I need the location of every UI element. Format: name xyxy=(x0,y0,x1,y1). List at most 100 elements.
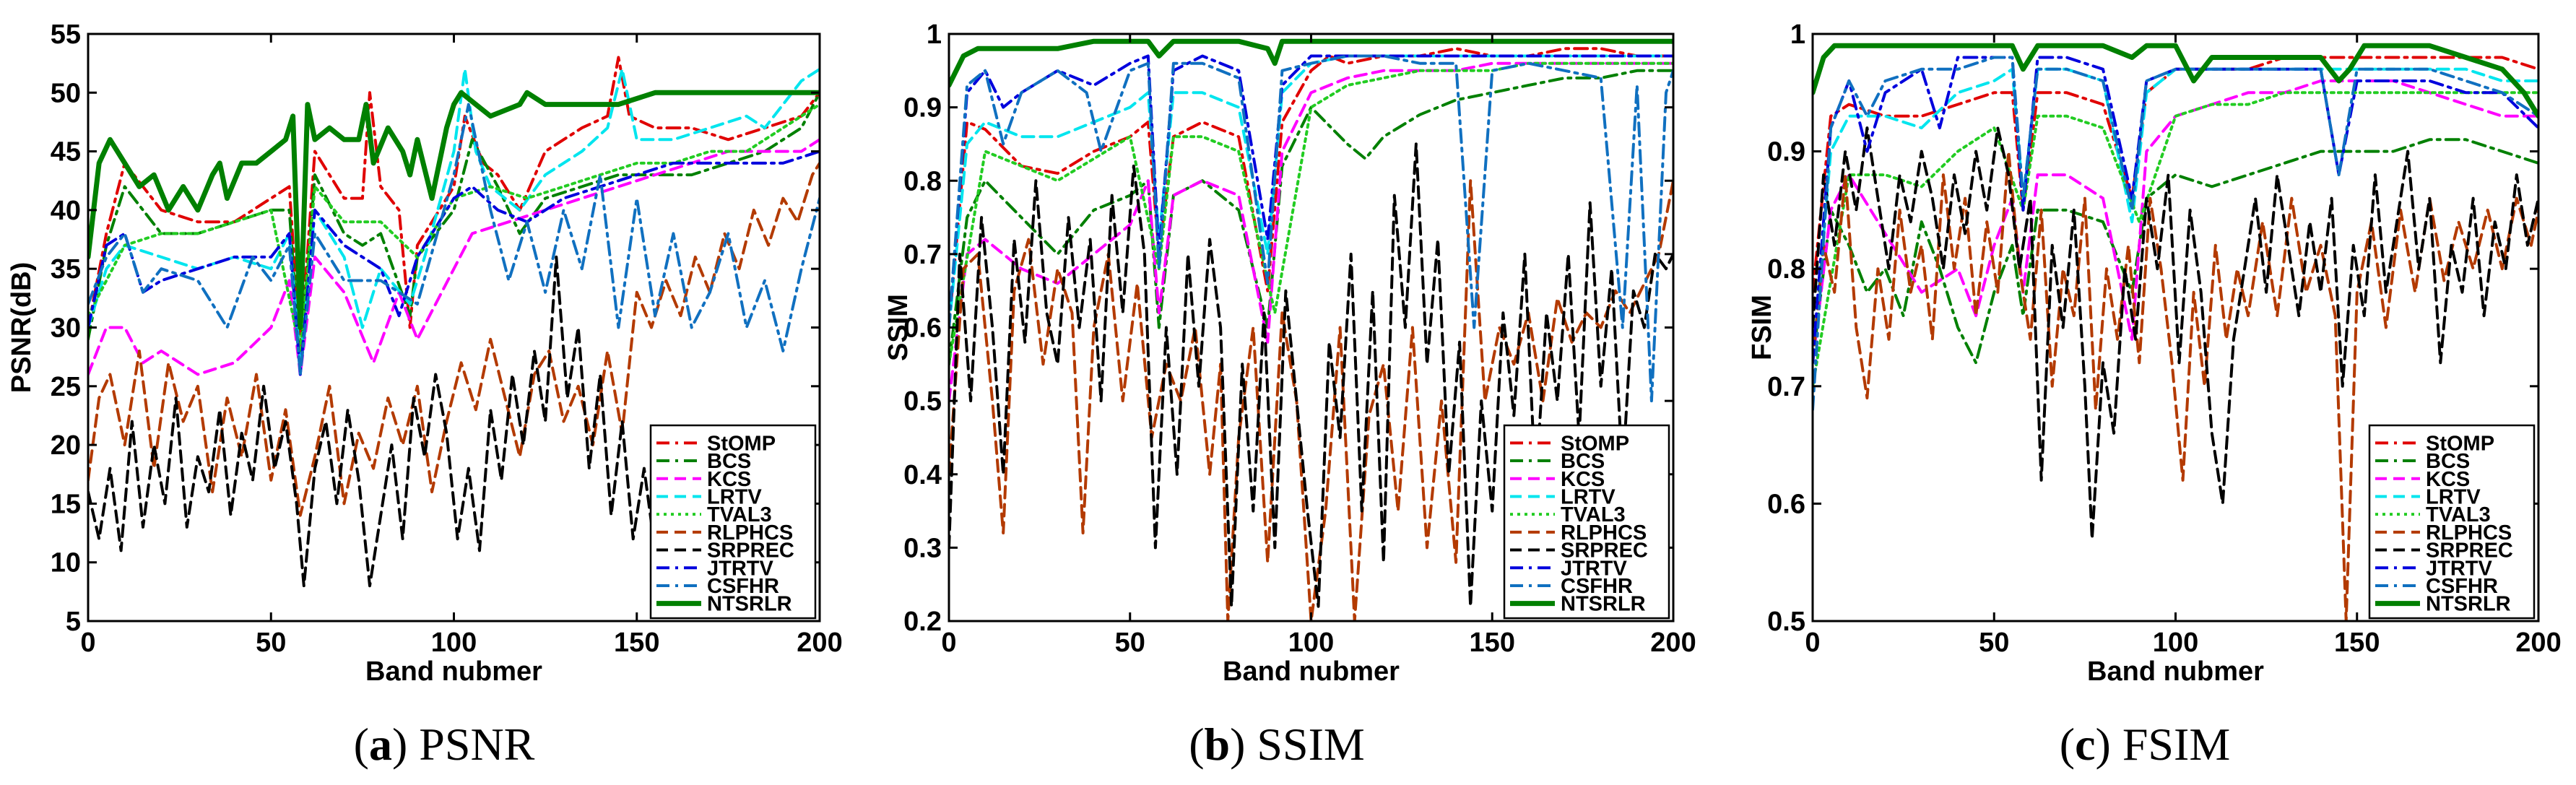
y-tick-label: 55 xyxy=(51,19,81,50)
x-tick-label: 50 xyxy=(1115,628,1145,658)
legend-label-stomp: StOMP xyxy=(707,432,776,455)
caption-open-paren: ( xyxy=(1189,719,1204,770)
caption-letter: a xyxy=(369,719,392,770)
y-axis-label: PSNR(dB) xyxy=(6,262,37,394)
caption-letter: b xyxy=(1205,719,1231,770)
legend-label-jtrtv: JTRTV xyxy=(1561,557,1628,580)
legend-label-ntsrlr: NTSRLR xyxy=(707,593,792,616)
y-tick-label: 0.8 xyxy=(903,166,942,196)
series-line-csfhr xyxy=(88,103,820,376)
series-line-tval3 xyxy=(88,103,820,352)
legend-label-rlphcs: RLPHCS xyxy=(707,521,793,545)
legend-label-ntsrlr: NTSRLR xyxy=(2426,593,2511,616)
y-tick-label: 15 xyxy=(51,489,81,519)
y-tick-label: 40 xyxy=(51,196,81,226)
series-line-srprec xyxy=(1813,126,2538,541)
x-tick-label: 0 xyxy=(80,628,95,658)
series-line-rlphcs xyxy=(88,161,820,517)
chart-panel-psnr: 0 50 100 150 200 5 10 15 20 25 30 35 40 45 50 55 Band nu… xyxy=(6,19,843,770)
y-tick-label: 0.3 xyxy=(903,533,942,563)
legend: StOMPBCSKCSLRTVTVAL3RLPHCSSRPRECJTRTVCSF… xyxy=(2368,424,2536,620)
caption-close-paren: ) xyxy=(1230,719,1257,770)
series-line-bcs xyxy=(1813,138,2538,365)
y-tick-label: 0.9 xyxy=(1767,137,1805,168)
legend-label-lrtv: LRTV xyxy=(1561,485,1616,508)
caption-letter: c xyxy=(2075,719,2095,770)
legend-label-stomp: StOMP xyxy=(2426,432,2494,455)
x-tick-label: 100 xyxy=(1288,628,1334,658)
series-line-ntsrlr xyxy=(88,90,820,330)
legend-label-jtrtv: JTRTV xyxy=(2426,557,2493,580)
legend-label-rlphcs: RLPHCS xyxy=(2426,521,2512,545)
y-tick-label: 0.5 xyxy=(1767,607,1805,637)
y-tick-label: 0.7 xyxy=(903,240,942,270)
legend-label-tval3: TVAL3 xyxy=(707,503,772,526)
series-line-tval3 xyxy=(949,61,1673,366)
y-tick-label: 25 xyxy=(51,372,81,402)
caption-metric: SSIM xyxy=(1257,719,1364,770)
series-line-ntsrlr xyxy=(1813,43,2538,119)
y-tick-label: 1 xyxy=(1790,19,1805,50)
x-tick-label: 100 xyxy=(431,628,477,658)
caption-close-paren: ) xyxy=(2096,719,2122,770)
y-tick-label: 0.7 xyxy=(1767,372,1805,402)
legend-label-srprec: SRPREC xyxy=(2426,539,2513,563)
series-group xyxy=(88,56,820,588)
series-line-jtrtv xyxy=(88,149,820,376)
y-tick-label: 0.9 xyxy=(903,93,942,123)
legend-label-stomp: StOMP xyxy=(1561,432,1629,455)
series-line-jtrtv xyxy=(1813,56,2538,365)
x-tick-label: 200 xyxy=(2515,628,2561,658)
x-tick-label: 150 xyxy=(1470,628,1515,658)
legend-label-tval3: TVAL3 xyxy=(1561,503,1626,526)
series-line-tval3 xyxy=(1813,91,2538,388)
x-tick-label: 0 xyxy=(941,628,956,658)
y-tick-label: 50 xyxy=(51,78,81,108)
caption-open-paren: ( xyxy=(2060,719,2075,770)
legend-label-jtrtv: JTRTV xyxy=(707,557,774,580)
x-axis-label: Band nubmer xyxy=(1223,656,1400,687)
y-tick-label: 30 xyxy=(51,313,81,344)
y-tick-label: 5 xyxy=(66,607,81,637)
y-axis-label: FSIM xyxy=(1747,295,1777,360)
legend-label-kcs: KCS xyxy=(1561,468,1605,491)
y-tick-label: 0.8 xyxy=(1767,254,1805,285)
legend-label-tval3: TVAL3 xyxy=(2426,503,2491,526)
legend-label-kcs: KCS xyxy=(707,468,751,491)
x-axis-label: Band nubmer xyxy=(365,656,542,687)
legend-label-lrtv: LRTV xyxy=(707,485,762,508)
y-tick-label: 0.4 xyxy=(903,460,942,490)
series-line-stomp xyxy=(88,56,820,352)
x-tick-label: 0 xyxy=(1805,628,1820,658)
x-tick-label: 150 xyxy=(2334,628,2380,658)
y-tick-label: 20 xyxy=(51,430,81,461)
x-tick-label: 50 xyxy=(1979,628,2009,658)
subfigure-caption: (a) PSNR xyxy=(354,719,535,770)
y-tick-label: 0.6 xyxy=(1767,489,1805,519)
y-tick-label: 0.5 xyxy=(903,386,942,417)
x-tick-label: 200 xyxy=(797,628,842,658)
caption-open-paren: ( xyxy=(354,719,369,770)
y-tick-label: 10 xyxy=(51,548,81,578)
x-tick-label: 100 xyxy=(2153,628,2198,658)
x-tick-label: 50 xyxy=(256,628,286,658)
chart-panel-ssim: 0 50 100 150 200 0.2 0.3 0.4 0.5 0.6 0.7 0.8 0.9 1 Ban… xyxy=(883,19,1696,770)
legend-label-rlphcs: RLPHCS xyxy=(1561,521,1647,545)
legend-label-ntsrlr: NTSRLR xyxy=(1561,593,1646,616)
legend-label-bcs: BCS xyxy=(2426,450,2470,473)
series-group xyxy=(1813,43,2538,621)
y-tick-label: 0.2 xyxy=(903,607,942,637)
series-line-ntsrlr xyxy=(949,38,1673,88)
caption-metric: FSIM xyxy=(2122,719,2230,770)
y-tick-label: 0.6 xyxy=(903,313,942,344)
subfigure-caption: (b) SSIM xyxy=(1189,719,1365,770)
series-line-lrtv xyxy=(88,67,820,365)
legend-label-lrtv: LRTV xyxy=(2426,485,2481,508)
legend-label-kcs: KCS xyxy=(2426,468,2470,491)
y-tick-label: 45 xyxy=(51,137,81,168)
subfigure-caption: (c) FSIM xyxy=(2060,719,2230,770)
legend-label-csfhr: CSFHR xyxy=(1561,575,1633,598)
legend-label-csfhr: CSFHR xyxy=(707,575,779,598)
legend-label-bcs: BCS xyxy=(1561,450,1605,473)
